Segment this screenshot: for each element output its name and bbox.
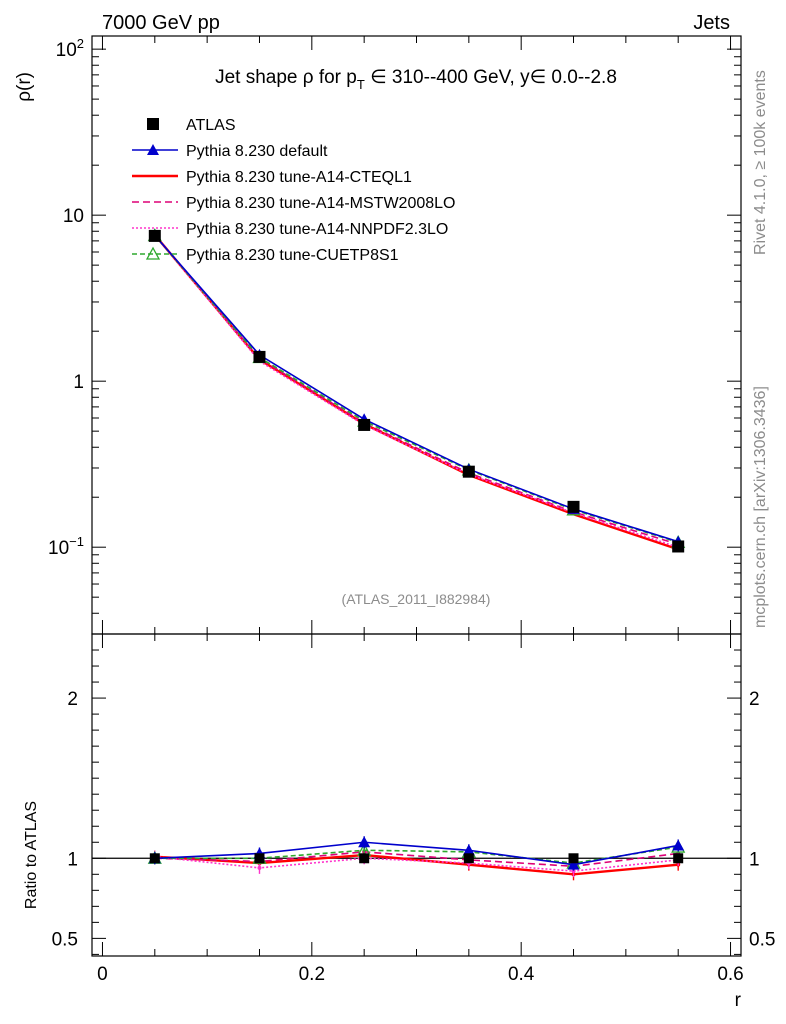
legend-label: Pythia 8.230 tune-A14-CTEQL1 xyxy=(186,169,412,186)
series-line-5 xyxy=(154,234,679,544)
ratio-y-tick-label-right: 2 xyxy=(749,689,760,710)
ratio-plot-frame xyxy=(91,633,742,957)
x-tick-label: 0.2 xyxy=(299,964,325,985)
x-ticks: 0 0.2 0.4 0.6 xyxy=(97,36,744,985)
series-line-3 xyxy=(154,234,679,546)
x-tick-label: 0.6 xyxy=(717,964,743,985)
legend-label: Pythia 8.230 tune-A14-MSTW2008LO xyxy=(186,195,455,212)
analysis-watermark: (ATLAS_2011_I882984) xyxy=(342,591,491,607)
data-point-0-3 xyxy=(462,465,475,478)
legend-marker-0 xyxy=(147,118,159,130)
ratio-y-tick-label: 2 xyxy=(67,689,78,710)
ratio-point-atlas-1 xyxy=(254,853,265,864)
mcplots-info: mcplots.cern.ch [arXiv:1306.3436] xyxy=(752,386,769,628)
header-left: 7000 GeV pp xyxy=(102,12,220,34)
ratio-point-atlas-4 xyxy=(568,853,579,864)
legend-label: ATLAS xyxy=(186,117,236,134)
legend-marker-5 xyxy=(145,246,161,260)
ratio-y-tick-label-right: 1 xyxy=(749,849,760,870)
y-tick-label: 102 xyxy=(56,36,84,61)
ratio-point-atlas-0 xyxy=(149,853,160,864)
ratio-y-ticks: 0.5 0.5 1 1 2 2 xyxy=(52,633,775,955)
ratio-line-4 xyxy=(154,855,679,872)
ratio-y-axis-label: Ratio to ATLAS xyxy=(23,801,40,909)
ratio-point-atlas-5 xyxy=(673,853,684,864)
series-line-1 xyxy=(154,234,679,543)
ratio-line-2 xyxy=(154,853,679,876)
ratio-series xyxy=(147,836,686,881)
y-tick-label: 1 xyxy=(73,372,84,393)
title-sub: T xyxy=(357,77,365,92)
ratio-point-atlas-3 xyxy=(463,853,474,864)
ratio-point-1-5 xyxy=(672,839,685,851)
data-point-0-0 xyxy=(148,229,161,242)
header-right: Jets xyxy=(693,12,730,34)
ratio-y-tick-label-right: 0.5 xyxy=(749,929,775,950)
main-series xyxy=(147,228,686,553)
y-tick-label: 10−1 xyxy=(48,534,84,559)
legend-label: Pythia 8.230 default xyxy=(186,143,328,160)
x-tick-label: 0.4 xyxy=(508,964,535,985)
main-title: Jet shape ρ for pT ∈ 310--400 GeV, y∈ 0.… xyxy=(215,67,617,92)
ratio-point-1-4 xyxy=(567,858,580,870)
ratio-y-tick-label: 1 xyxy=(67,849,78,870)
ratio-point-atlas-2 xyxy=(359,853,370,864)
legend-label: Pythia 8.230 tune-A14-NNPDF2.3LO xyxy=(186,221,448,238)
y-tick-label: 10 xyxy=(63,206,84,227)
legend-marker-1 xyxy=(147,144,159,155)
ratio-y-tick-label: 0.5 xyxy=(52,929,78,950)
data-point-0-4 xyxy=(567,500,580,513)
main-y-axis-label: ρ(r) xyxy=(14,72,35,102)
x-axis-label: r xyxy=(735,990,742,1011)
title-pre: Jet shape ρ for p xyxy=(215,67,357,88)
ratio-point-1-3 xyxy=(462,844,475,856)
title-post: ∈ 310--400 GeV, y∈ 0.0--2.8 xyxy=(365,67,617,88)
ratio-point-4-1 xyxy=(257,865,262,870)
ratio-point-1-2 xyxy=(358,836,371,848)
series-line-2 xyxy=(153,234,679,551)
data-point-0-1 xyxy=(253,350,266,363)
data-point-0-2 xyxy=(358,418,371,431)
main-y-ticks: 102 10 1 10−1 xyxy=(48,36,741,635)
rivet-info: Rivet 4.1.0, ≥ 100k events xyxy=(752,70,769,255)
x-tick-label: 0 xyxy=(97,964,108,985)
legend: ATLAS Pythia 8.230 default Pythia 8.230 tu… xyxy=(132,117,455,264)
legend-label: Pythia 8.230 tune-CUETP8S1 xyxy=(186,247,399,264)
series-line-4 xyxy=(154,234,679,548)
ratio-line-1 xyxy=(154,841,679,866)
data-point-0-5 xyxy=(672,540,685,553)
ratio-point-4-4 xyxy=(571,869,576,874)
